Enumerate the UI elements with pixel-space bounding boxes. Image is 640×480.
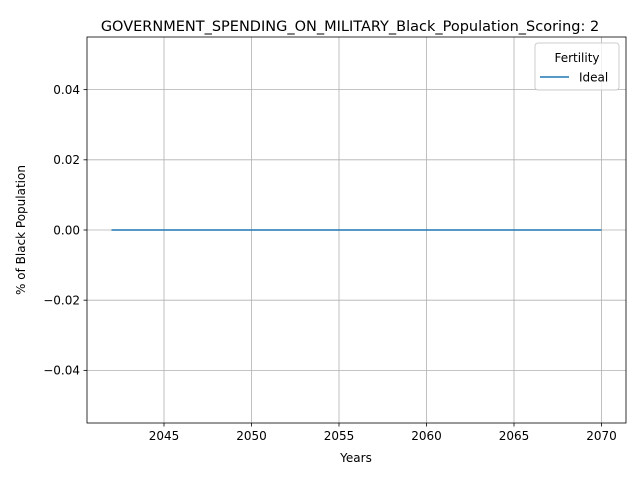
- legend: Fertility Ideal: [534, 42, 620, 91]
- x-tick-label: 2050: [236, 429, 267, 443]
- x-tick-label: 2055: [324, 429, 355, 443]
- y-tick-label: 0.04: [53, 83, 80, 97]
- legend-title: Fertility: [554, 51, 599, 65]
- legend-label-ideal: Ideal: [579, 71, 608, 85]
- y-axis-label: % of Black Population: [14, 165, 28, 295]
- y-tick-label: 0.00: [53, 223, 80, 237]
- x-tick-label: 2045: [149, 429, 180, 443]
- x-axis-label: Years: [339, 451, 372, 465]
- y-tick-label: −0.02: [43, 293, 80, 307]
- x-tick-label: 2070: [586, 429, 617, 443]
- x-tick-label: 2060: [411, 429, 442, 443]
- x-tick-label: 2065: [499, 429, 530, 443]
- legend-box: [534, 42, 620, 91]
- chart-title: GOVERNMENT_SPENDING_ON_MILITARY_Black_Po…: [101, 19, 599, 35]
- y-axis-ticks: −0.04 −0.02 0.00 0.02 0.04: [43, 83, 87, 378]
- y-tick-label: 0.02: [53, 153, 80, 167]
- x-axis-ticks: 2045 2050 2055 2060 2065 2070: [149, 423, 617, 443]
- y-tick-label: −0.04: [43, 364, 80, 378]
